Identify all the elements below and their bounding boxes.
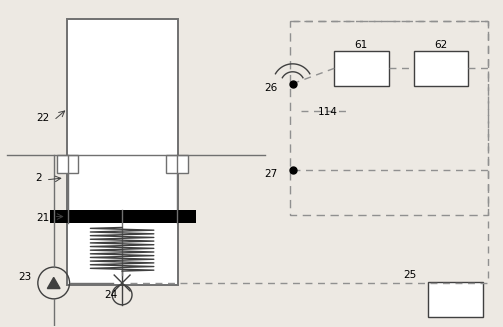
Text: 114: 114 (317, 108, 338, 117)
Text: 2: 2 (35, 173, 42, 183)
Bar (290, 21, 488, 215)
Bar (413, 51, 468, 86)
Bar (334, 51, 389, 86)
Bar (66, 19, 178, 285)
Text: 24: 24 (105, 290, 118, 300)
Bar (429, 282, 483, 317)
Text: 62: 62 (434, 40, 447, 50)
Text: 22: 22 (37, 113, 50, 123)
Text: 25: 25 (403, 270, 416, 280)
Text: 21: 21 (37, 213, 50, 223)
Bar (57, 155, 78, 173)
Polygon shape (47, 277, 60, 288)
Text: 26: 26 (265, 83, 278, 93)
Bar (50, 210, 197, 223)
Text: 23: 23 (18, 272, 32, 282)
Bar (165, 155, 188, 173)
Text: 27: 27 (265, 169, 278, 179)
Text: 61: 61 (355, 40, 368, 50)
